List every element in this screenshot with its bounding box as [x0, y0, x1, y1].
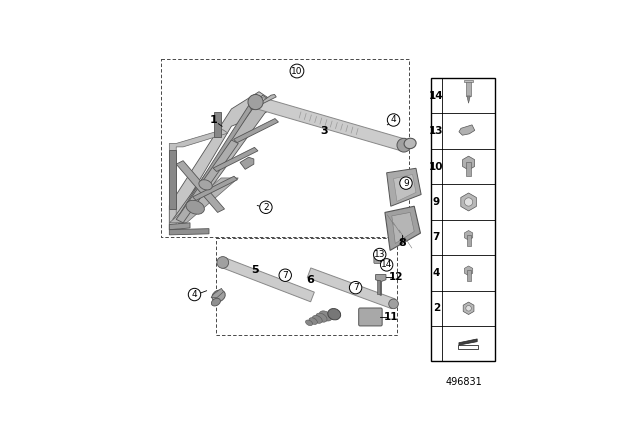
- Ellipse shape: [186, 200, 204, 214]
- Polygon shape: [213, 147, 258, 172]
- Text: 4: 4: [391, 116, 396, 125]
- Text: 5: 5: [251, 265, 259, 275]
- Circle shape: [248, 95, 263, 110]
- Text: 1: 1: [209, 115, 218, 125]
- Text: 10: 10: [429, 162, 444, 172]
- Text: 9: 9: [433, 197, 440, 207]
- Polygon shape: [467, 96, 470, 103]
- Ellipse shape: [305, 320, 312, 326]
- Polygon shape: [240, 157, 254, 169]
- Ellipse shape: [319, 311, 332, 321]
- Polygon shape: [385, 206, 420, 250]
- Text: 14: 14: [429, 90, 444, 101]
- Bar: [467, 270, 470, 281]
- Polygon shape: [376, 275, 386, 295]
- Text: 10: 10: [291, 66, 303, 76]
- Text: 13: 13: [429, 126, 444, 136]
- Polygon shape: [214, 112, 221, 137]
- Polygon shape: [176, 161, 225, 212]
- Polygon shape: [392, 212, 414, 244]
- Text: 7: 7: [353, 283, 358, 292]
- Text: 6: 6: [306, 276, 314, 285]
- Polygon shape: [254, 96, 406, 151]
- Circle shape: [397, 138, 411, 152]
- Circle shape: [290, 64, 304, 78]
- Polygon shape: [173, 95, 273, 226]
- Polygon shape: [307, 268, 396, 309]
- Polygon shape: [459, 125, 475, 135]
- Bar: [467, 235, 470, 246]
- Polygon shape: [387, 168, 421, 206]
- Ellipse shape: [212, 290, 225, 302]
- Circle shape: [465, 198, 473, 206]
- Ellipse shape: [309, 318, 317, 324]
- Text: 3: 3: [321, 126, 328, 136]
- Text: 2: 2: [433, 303, 440, 313]
- Circle shape: [374, 248, 386, 261]
- Circle shape: [466, 306, 471, 311]
- Ellipse shape: [211, 298, 220, 306]
- Polygon shape: [234, 119, 278, 143]
- Polygon shape: [221, 258, 314, 302]
- Ellipse shape: [316, 313, 327, 322]
- Text: 9: 9: [403, 179, 409, 188]
- Text: 4: 4: [192, 290, 197, 299]
- Circle shape: [260, 201, 272, 214]
- Bar: [431, 78, 495, 362]
- Text: 2: 2: [263, 203, 269, 212]
- Circle shape: [349, 281, 362, 294]
- Polygon shape: [377, 280, 380, 293]
- Text: 7: 7: [433, 233, 440, 242]
- Circle shape: [400, 177, 412, 190]
- Text: 8: 8: [398, 238, 406, 249]
- Text: 7: 7: [282, 271, 288, 280]
- FancyBboxPatch shape: [358, 308, 382, 326]
- Polygon shape: [170, 223, 190, 230]
- Polygon shape: [170, 92, 276, 230]
- Circle shape: [279, 269, 291, 281]
- Ellipse shape: [328, 309, 340, 320]
- Bar: [458, 345, 478, 349]
- Polygon shape: [170, 178, 238, 223]
- Text: 11: 11: [383, 312, 398, 322]
- Ellipse shape: [199, 180, 212, 190]
- Polygon shape: [170, 129, 228, 230]
- Circle shape: [217, 257, 228, 268]
- Ellipse shape: [404, 138, 416, 149]
- Polygon shape: [176, 140, 238, 223]
- Circle shape: [387, 114, 400, 126]
- Text: 13: 13: [374, 250, 385, 259]
- Circle shape: [388, 299, 398, 309]
- Text: 4: 4: [433, 268, 440, 278]
- Polygon shape: [170, 151, 176, 209]
- Text: 12: 12: [389, 272, 404, 282]
- Circle shape: [188, 289, 201, 301]
- Polygon shape: [211, 289, 223, 297]
- Text: 14: 14: [381, 260, 392, 269]
- Polygon shape: [170, 228, 209, 235]
- Bar: [465, 80, 473, 82]
- Bar: [466, 82, 471, 96]
- Polygon shape: [193, 176, 237, 200]
- FancyBboxPatch shape: [374, 255, 384, 263]
- Circle shape: [380, 258, 393, 271]
- Polygon shape: [250, 95, 276, 110]
- Ellipse shape: [312, 315, 322, 323]
- Polygon shape: [459, 339, 477, 345]
- Polygon shape: [176, 106, 252, 220]
- Text: 496831: 496831: [445, 377, 482, 387]
- Polygon shape: [394, 174, 416, 202]
- Bar: [466, 162, 471, 176]
